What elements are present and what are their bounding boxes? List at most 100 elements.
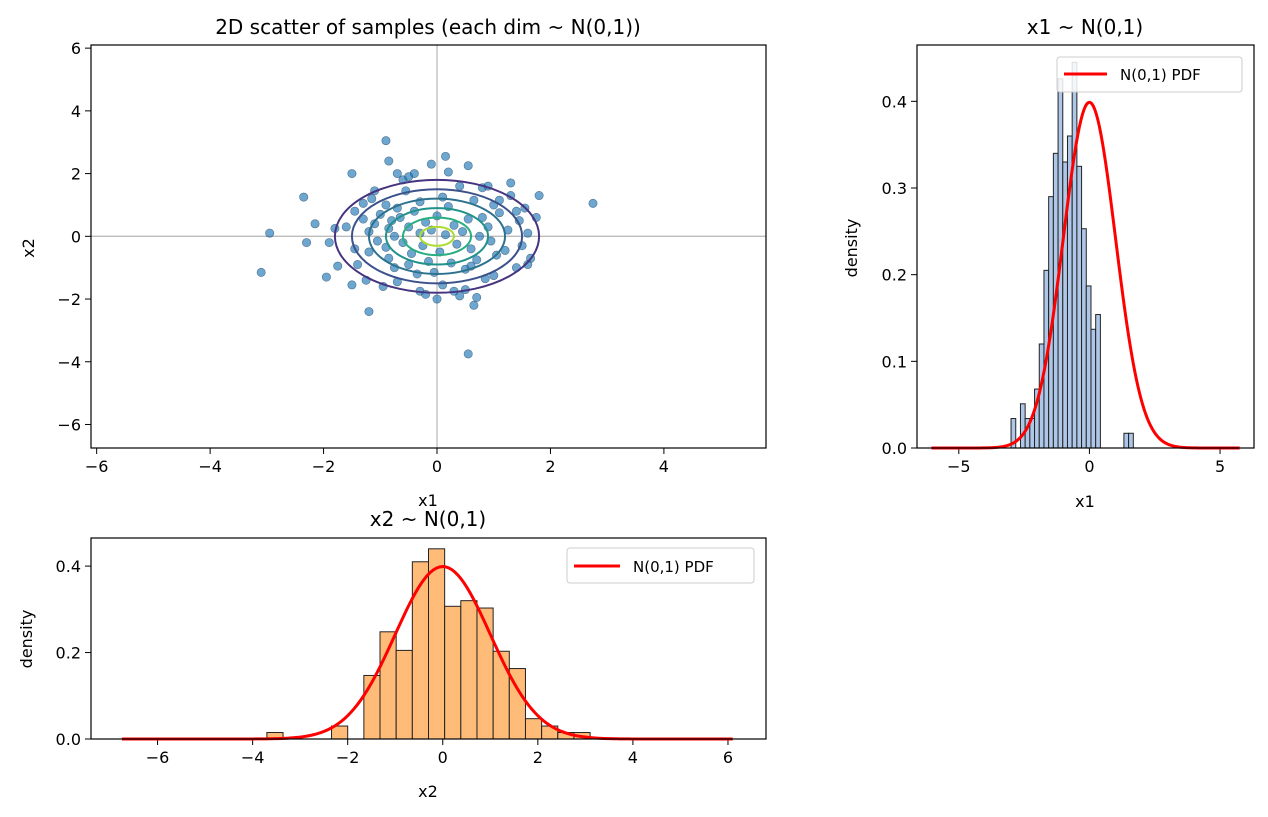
histogram-bar: [395, 649, 413, 740]
histogram-bar: [1085, 285, 1092, 449]
legend-box: [566, 547, 755, 584]
scatter-point: [358, 198, 368, 208]
y-axis-label: density: [17, 610, 36, 669]
scatter-point: [443, 167, 453, 177]
x-tick-label: −4: [241, 748, 265, 767]
scatter-point: [438, 192, 448, 202]
scatter-point: [347, 280, 357, 290]
histogram-bar: [428, 548, 446, 740]
x1-hist-title: x1 ~ N(0,1): [1027, 15, 1143, 39]
x-tick-label: 2: [545, 457, 555, 476]
x2-hist-title: x2 ~ N(0,1): [370, 507, 486, 531]
scatter-point: [350, 206, 360, 216]
legend-box: [1056, 56, 1243, 93]
density-contour: [333, 178, 541, 294]
scatter-point: [506, 178, 516, 188]
scatter-point: [358, 214, 368, 224]
scatter-point: [381, 136, 391, 146]
scatter-point: [381, 200, 391, 210]
scatter-panel: −6 −4 −2 0 2 4 −6 −4 −2 0 2 4 6 2D scatter of sample…: [19, 15, 767, 510]
x-axis-label: x2: [418, 782, 438, 801]
scatter-point: [341, 222, 351, 232]
scatter-point: [333, 261, 343, 271]
x-tick-label: 2: [533, 748, 543, 767]
y-tick-label: 6: [71, 39, 81, 58]
x-tick-label: 0: [432, 457, 442, 476]
density-contour: [367, 197, 507, 275]
scatter-point: [449, 220, 459, 230]
legend: N(0,1) PDF: [1056, 56, 1243, 93]
y-tick-label: 0.2: [882, 266, 907, 285]
histogram-bar: [1019, 403, 1026, 449]
scatter-point: [367, 194, 377, 204]
scatter-point: [463, 349, 473, 359]
scatter-point: [256, 267, 266, 277]
density-contour: [350, 188, 524, 285]
scatter-point: [432, 211, 442, 221]
legend-label: N(0,1) PDF: [1120, 66, 1201, 84]
density-contour: [401, 216, 473, 257]
scatter-point: [452, 239, 462, 249]
histogram-bar: [1090, 328, 1097, 449]
density-contour: [384, 207, 490, 266]
scatter-point: [392, 169, 402, 179]
x-tick-label: −2: [336, 748, 360, 767]
y-tick-label: −6: [57, 415, 81, 434]
scatter-point: [441, 230, 451, 240]
scatter-point: [432, 294, 442, 304]
scatter-point: [429, 267, 439, 277]
x-tick-label: 4: [659, 457, 669, 476]
x-tick-label: −6: [85, 457, 109, 476]
y-axis-label: x2: [19, 238, 38, 258]
histogram-bar: [492, 650, 510, 740]
y-tick-label: 2: [71, 165, 81, 184]
scatter-point: [588, 198, 598, 208]
x-tick-label: 0: [1084, 457, 1094, 476]
scatter-point: [404, 172, 414, 182]
y-tick-label: 0.0: [56, 730, 81, 749]
scatter-point: [321, 272, 331, 282]
x-tick-label: −6: [146, 748, 170, 767]
scatter-point: [523, 260, 533, 270]
scatter-point: [364, 247, 374, 257]
scatter-point: [469, 300, 479, 310]
y-axis-label: density: [842, 219, 861, 278]
histogram-bar: [524, 718, 543, 740]
scatter-point: [475, 231, 485, 241]
axes-frame: [90, 537, 767, 740]
histogram-bar: [1128, 432, 1134, 449]
scatter-point: [523, 228, 533, 238]
scatter-point: [455, 181, 465, 191]
scatter-point: [384, 156, 394, 166]
x-tick-label: 6: [723, 748, 733, 767]
scatter-point: [324, 238, 334, 248]
y-tick-label: 0.1: [882, 352, 907, 371]
scatter-title: 2D scatter of samples (each dim ~ N(0,1)…: [215, 15, 641, 39]
scatter-point: [534, 191, 544, 201]
scatter-point: [302, 238, 312, 248]
scatter-point: [372, 236, 382, 246]
y-tick-label: 0.4: [56, 557, 81, 576]
y-tick-label: −2: [57, 290, 81, 309]
scatter-point: [458, 227, 468, 237]
scatter-point: [472, 255, 482, 265]
plot-area: −5 0 5 0.0 0.1 0.2 0.3 0.4: [882, 44, 1255, 476]
x-axis-label: x1: [418, 491, 438, 510]
x-tick-label: 4: [628, 748, 638, 767]
y-tick-label: 0: [71, 227, 81, 246]
plot-area: −6 −4 −2 0 2 4 −6 −4 −2 0 2 4 6: [57, 39, 767, 476]
y-tick-label: −4: [57, 353, 81, 372]
scatter-point: [364, 307, 374, 317]
y-tick-label: 4: [71, 102, 81, 121]
histogram-bar: [1095, 314, 1101, 449]
axes-frame: [90, 44, 767, 449]
x-axis-label: x1: [1075, 492, 1095, 511]
y-tick-label: 0.2: [56, 644, 81, 663]
scatter-point: [494, 208, 504, 218]
scatter-point: [353, 260, 363, 270]
histogram-bar: [476, 607, 494, 740]
scatter-point: [347, 169, 357, 179]
scatter-point: [426, 159, 436, 169]
histogram-bar: [1071, 61, 1078, 449]
